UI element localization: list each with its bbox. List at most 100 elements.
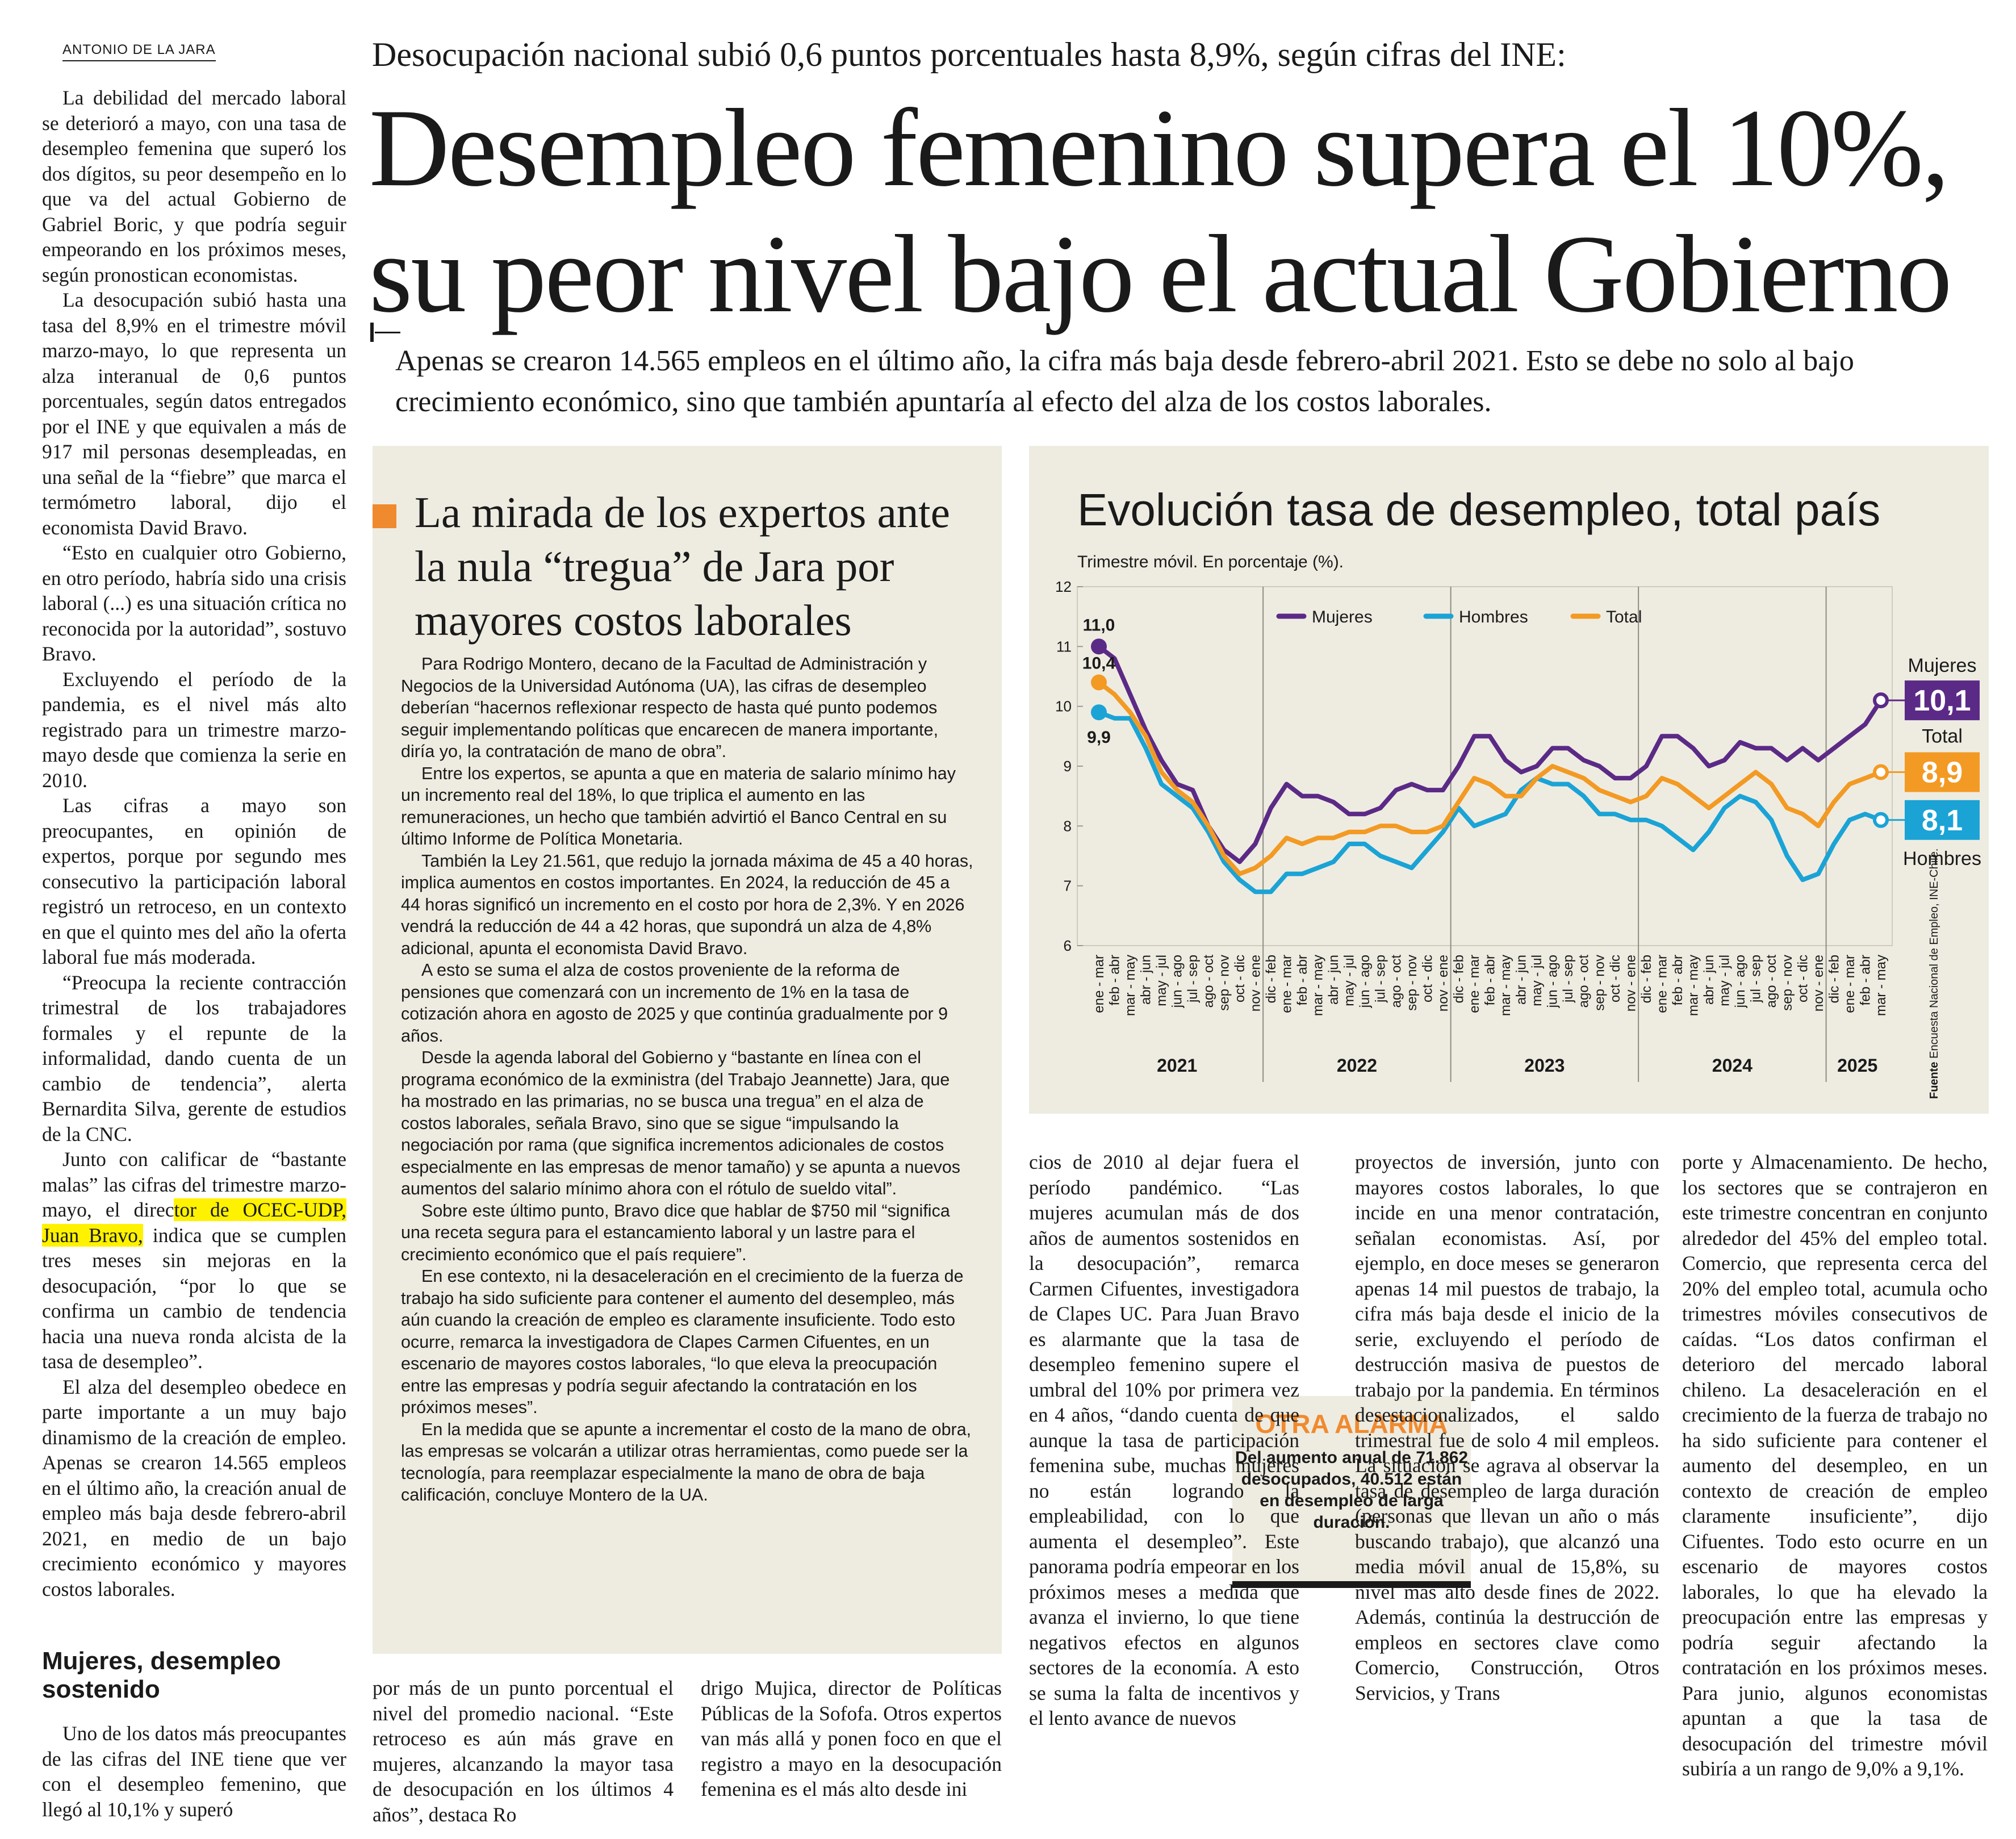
col2-paragraph: por más de un punto porcentual el nivel … <box>373 1677 674 1826</box>
box-paragraph: En la medida que se apunte a incrementar… <box>401 1419 972 1505</box>
orange-square-icon <box>373 504 396 528</box>
x-tick-label: oct - dic <box>1795 955 1810 1002</box>
col1-text: Junto con calificar de “bastante malas” … <box>42 1148 346 1221</box>
headline-line-2: su peor nivel bajo el actual Gobierno <box>369 212 1952 336</box>
source-label: Fuente <box>1928 1059 1940 1099</box>
y-tick-label: 6 <box>1064 937 1072 954</box>
box-paragraph: En ese contexto, ni la desaceleración en… <box>401 1267 964 1417</box>
column-2-bottom: por más de un punto porcentual el nivel … <box>373 1675 674 1827</box>
legend-label: Mujeres <box>1312 608 1373 626</box>
box-title: La mirada de los expertos ante la nula “… <box>415 488 950 645</box>
column-1-bottom: Uno de los datos más preocupantes de las… <box>42 1721 346 1822</box>
x-tick-label: abr - jun <box>1326 955 1341 1005</box>
end-value-text: 10,1 <box>1913 684 1971 717</box>
x-tick-label: may - jul <box>1529 955 1545 1006</box>
x-tick-label: dic - feb <box>1451 955 1466 1003</box>
y-tick-label: 8 <box>1064 817 1072 834</box>
col5-paragraph: proyectos de inversión, junto con mayore… <box>1355 1151 1659 1704</box>
x-tick-label: abr - jun <box>1514 955 1529 1005</box>
x-tick-label: mar - may <box>1123 955 1138 1016</box>
x-tick-label: ene - mar <box>1279 955 1294 1013</box>
x-tick-label: abr - jun <box>1701 955 1717 1005</box>
year-label: 2023 <box>1524 1055 1565 1076</box>
series-line <box>1097 680 1883 876</box>
x-tick-label: may - jul <box>1342 955 1357 1006</box>
box-paragraph: También la Ley 21.561, que redujo la jor… <box>401 851 973 958</box>
start-value-label: 11,0 <box>1083 616 1115 634</box>
end-value-text: 8,9 <box>1922 757 1963 789</box>
alarm-box: OTRA ALARMA Del aumento anual de 71.862 … <box>1232 1396 1471 1588</box>
col1-paragraph: Las cifras a mayo son preocupantes, en o… <box>42 794 346 968</box>
headline-line-1: Desempleo femenino supera el 10%, <box>369 86 1950 210</box>
x-tick-label: may - jul <box>1717 955 1733 1006</box>
x-tick-label: sep - nov <box>1404 955 1420 1011</box>
x-tick-label: jul - sep <box>1185 955 1201 1003</box>
end-value-text: 8,1 <box>1922 804 1963 837</box>
end-value-badge <box>1905 800 1980 840</box>
x-tick-label: ago - oct <box>1201 955 1216 1008</box>
col1-paragraph: La debilidad del mercado laboral se dete… <box>42 86 346 286</box>
x-tick-label: ene - mar <box>1467 955 1482 1013</box>
year-label: 2021 <box>1157 1055 1197 1076</box>
alarm-title: OTRA ALARMA <box>1255 1409 1448 1439</box>
legend-label: Total <box>1606 608 1642 626</box>
x-tick-label: feb - abr <box>1670 955 1685 1005</box>
x-tick-label: ago - oct <box>1388 955 1404 1008</box>
x-tick-label: jun - ago <box>1170 955 1185 1008</box>
end-value-badge <box>1905 752 1980 792</box>
column-1: La debilidad del mercado laboral se dete… <box>42 85 346 1602</box>
col1-paragraph-highlighted: Junto con calificar de “bastante malas” … <box>42 1147 346 1374</box>
year-label: 2025 <box>1837 1055 1877 1076</box>
x-tick-label: ago - oct <box>1764 955 1779 1008</box>
end-series-label: Hombres <box>1903 848 1981 870</box>
x-tick-label: jun - ago <box>1545 955 1561 1008</box>
lead-paragraph: Apenas se crearon 14.565 empleos en el ú… <box>395 345 1854 418</box>
col1-paragraph: La desocupación subió hasta una tasa del… <box>42 289 346 539</box>
series-end-dot <box>1873 692 1889 709</box>
series-end-dot <box>1873 812 1889 828</box>
end-series-label: Total <box>1922 726 1963 747</box>
x-tick-label: feb - abr <box>1858 955 1873 1005</box>
alarm-body: Del aumento anual de 71.862 desocupados,… <box>1235 1448 1469 1532</box>
col1-paragraph: Uno de los datos más preocupantes de las… <box>42 1722 346 1821</box>
byline: ANTONIO DE LA JARA <box>62 42 216 61</box>
x-tick-label: mar - may <box>1311 955 1326 1016</box>
column-5: proyectos de inversión, junto con mayore… <box>1355 1150 1659 1820</box>
x-tick-label: nov - ene <box>1623 955 1638 1012</box>
section-subhead: Mujeres, desempleo sostenido <box>42 1647 281 1703</box>
x-tick-label: sep - nov <box>1780 955 1795 1011</box>
x-tick-label: dic - feb <box>1264 955 1279 1003</box>
box-text: Para Rodrigo Montero, decano de la Facul… <box>401 653 973 1506</box>
series-start-dot <box>1091 638 1107 655</box>
series-line <box>1097 710 1883 895</box>
source-note: Fuente Encuesta Nacional de Empleo, INE-… <box>1928 849 1940 1099</box>
headline-kicker: Desocupación nacional subió 0,6 puntos p… <box>372 36 1566 73</box>
col1-paragraph: Excluyendo el período de la pandemia, es… <box>42 667 346 792</box>
x-tick-label: jul - sep <box>1561 955 1576 1003</box>
box-paragraph: Sobre este último punto, Bravo dice que … <box>401 1201 950 1264</box>
x-tick-label: ene - mar <box>1842 955 1858 1013</box>
plot-frame <box>1077 586 1893 946</box>
col6-paragraph: porte y Almacenamiento. De hecho, los se… <box>1682 1151 1988 1780</box>
source-text: Encuesta Nacional de Empleo, INE-Chile. <box>1928 849 1940 1059</box>
x-tick-label: dic - feb <box>1826 955 1842 1003</box>
x-tick-label: may - jul <box>1154 955 1169 1006</box>
x-tick-label: jun - ago <box>1357 955 1373 1008</box>
x-tick-label: feb - abr <box>1295 955 1310 1005</box>
experts-box <box>373 446 1002 1654</box>
lead-line <box>375 332 400 333</box>
x-tick-label: nov - ene <box>1248 955 1263 1012</box>
start-value-label: 9,9 <box>1087 728 1111 747</box>
column-3-bottom: drigo Mujica, director de Políticas Públ… <box>701 1675 1002 1802</box>
column-4: cios de 2010 al dejar fuera el período p… <box>1029 1150 1299 1731</box>
y-tick-label: 12 <box>1055 578 1072 595</box>
x-tick-label: feb - abr <box>1107 955 1123 1005</box>
col4-paragraph: cios de 2010 al dejar fuera el período p… <box>1029 1151 1299 1729</box>
col1-text: indica que se cumplen tres meses sin mej… <box>42 1223 346 1373</box>
x-tick-label: mar - may <box>1873 955 1889 1016</box>
series-start-dot <box>1091 674 1107 691</box>
x-tick-label: mar - may <box>1498 955 1513 1016</box>
x-tick-label: ene - mar <box>1654 955 1670 1013</box>
year-label: 2024 <box>1712 1055 1753 1076</box>
chart-panel: Evolución tasa de desempleo, total país … <box>1029 446 1989 1114</box>
